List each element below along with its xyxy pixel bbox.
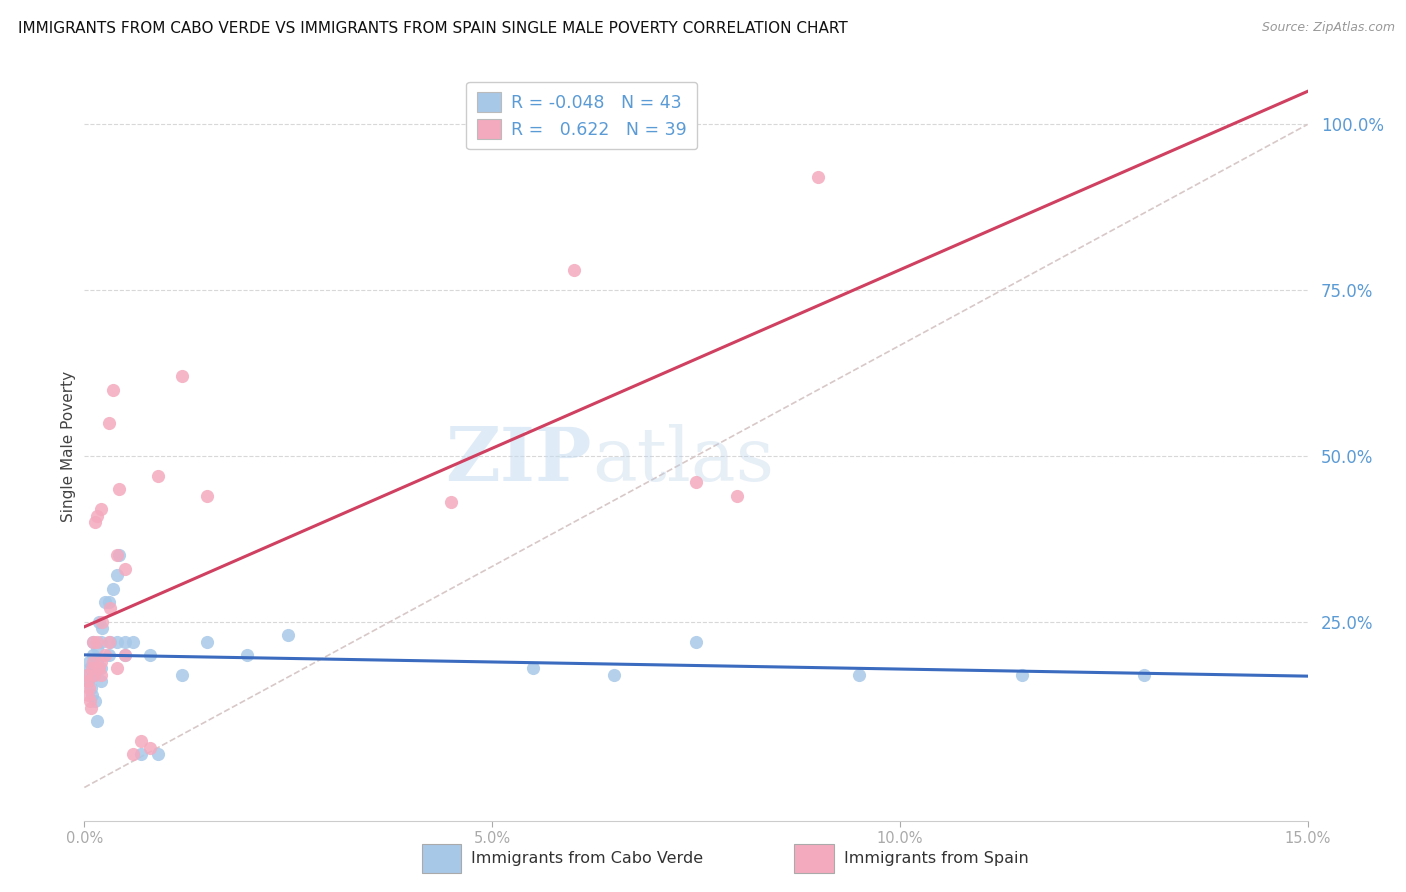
Point bbox=[83, 667, 105, 681]
Point bbox=[82, 648, 104, 662]
Point bbox=[131, 747, 153, 762]
Point bbox=[90, 634, 112, 648]
Point bbox=[101, 383, 124, 397]
Point bbox=[84, 515, 107, 529]
FancyBboxPatch shape bbox=[794, 844, 834, 873]
Point bbox=[90, 661, 112, 675]
Point bbox=[97, 648, 120, 662]
Point bbox=[86, 714, 108, 728]
Point bbox=[77, 681, 100, 695]
Point bbox=[86, 508, 108, 523]
Point bbox=[107, 549, 129, 563]
Point bbox=[82, 655, 104, 669]
Point bbox=[77, 655, 100, 669]
Point bbox=[97, 634, 120, 648]
Point bbox=[172, 667, 194, 681]
Point bbox=[87, 615, 110, 629]
Point bbox=[138, 648, 160, 662]
Point bbox=[105, 549, 128, 563]
Point bbox=[86, 641, 108, 656]
Point bbox=[93, 648, 115, 662]
Point bbox=[1011, 667, 1033, 681]
Text: Immigrants from Spain: Immigrants from Spain bbox=[844, 851, 1028, 866]
Text: IMMIGRANTS FROM CABO VERDE VS IMMIGRANTS FROM SPAIN SINGLE MALE POVERTY CORRELAT: IMMIGRANTS FROM CABO VERDE VS IMMIGRANTS… bbox=[18, 21, 848, 36]
Point bbox=[90, 655, 112, 669]
Point bbox=[80, 688, 103, 702]
Point bbox=[685, 475, 707, 490]
Point bbox=[131, 734, 153, 748]
Y-axis label: Single Male Poverty: Single Male Poverty bbox=[60, 370, 76, 522]
Point bbox=[83, 667, 105, 681]
Point bbox=[86, 634, 108, 648]
Text: Immigrants from Cabo Verde: Immigrants from Cabo Verde bbox=[471, 851, 703, 866]
Point bbox=[603, 667, 626, 681]
Text: Source: ZipAtlas.com: Source: ZipAtlas.com bbox=[1261, 21, 1395, 34]
Point bbox=[114, 562, 136, 576]
Point bbox=[76, 667, 98, 681]
Point bbox=[90, 502, 112, 516]
Point bbox=[80, 681, 103, 695]
Point bbox=[195, 634, 218, 648]
Point bbox=[91, 621, 114, 635]
Point bbox=[277, 628, 299, 642]
FancyBboxPatch shape bbox=[422, 844, 461, 873]
Point bbox=[114, 648, 136, 662]
Point bbox=[86, 655, 108, 669]
Point bbox=[725, 489, 748, 503]
Legend: R = -0.048   N = 43, R =   0.622   N = 39: R = -0.048 N = 43, R = 0.622 N = 39 bbox=[467, 81, 697, 150]
Point bbox=[76, 674, 98, 689]
Point bbox=[84, 694, 107, 708]
Point bbox=[90, 667, 112, 681]
Point bbox=[80, 701, 103, 715]
Point bbox=[114, 648, 136, 662]
Text: ZIP: ZIP bbox=[446, 425, 592, 498]
Point bbox=[114, 634, 136, 648]
Point bbox=[79, 694, 101, 708]
Point bbox=[122, 634, 145, 648]
Point bbox=[90, 674, 112, 689]
Point bbox=[236, 648, 259, 662]
Text: atlas: atlas bbox=[592, 425, 775, 498]
Point bbox=[80, 661, 103, 675]
Point bbox=[82, 634, 104, 648]
Point bbox=[848, 667, 870, 681]
Point bbox=[1133, 667, 1156, 681]
Point bbox=[138, 740, 160, 755]
Point bbox=[685, 634, 707, 648]
Point bbox=[76, 667, 98, 681]
Point bbox=[146, 747, 169, 762]
Point bbox=[79, 661, 101, 675]
Point bbox=[105, 661, 128, 675]
Point bbox=[97, 595, 120, 609]
Point bbox=[97, 416, 120, 430]
Point bbox=[101, 582, 124, 596]
Point bbox=[122, 747, 145, 762]
Point bbox=[87, 661, 110, 675]
Point bbox=[91, 615, 114, 629]
Point bbox=[100, 634, 122, 648]
Point bbox=[195, 489, 218, 503]
Point bbox=[562, 263, 585, 277]
Point bbox=[105, 568, 128, 582]
Point bbox=[77, 688, 100, 702]
Point bbox=[440, 495, 463, 509]
Point bbox=[172, 369, 194, 384]
Point bbox=[82, 661, 104, 675]
Point bbox=[107, 482, 129, 496]
Point bbox=[77, 674, 100, 689]
Point bbox=[100, 601, 122, 615]
Point bbox=[82, 634, 104, 648]
Point bbox=[522, 661, 544, 675]
Point bbox=[807, 170, 830, 185]
Point bbox=[105, 634, 128, 648]
Point bbox=[93, 595, 115, 609]
Point bbox=[146, 468, 169, 483]
